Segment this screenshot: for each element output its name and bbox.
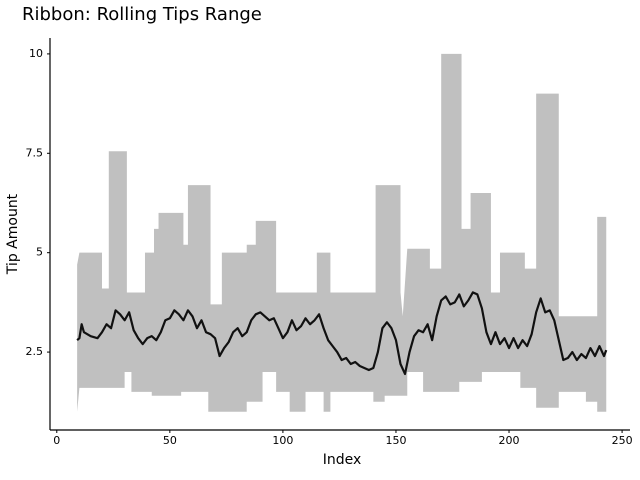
ribbon-band: [77, 53, 607, 412]
x-tick-label: 200: [499, 434, 520, 447]
y-tick-label: 5: [36, 246, 43, 259]
x-axis-label: Index: [323, 452, 362, 468]
x-tick-label: 100: [272, 434, 293, 447]
y-axis-label: Tip Amount: [5, 193, 21, 275]
x-tick-label: 150: [385, 434, 406, 447]
x-tick-label: 250: [612, 434, 633, 447]
mean-line: [76, 291, 608, 376]
y-tick-label: 2.5: [26, 345, 44, 358]
chart-title: Ribbon: Rolling Tips Range: [22, 4, 262, 25]
x-tick-label: 0: [53, 434, 60, 447]
x-tick-label: 50: [163, 434, 177, 447]
y-tick-label: 10: [29, 47, 43, 60]
y-tick-label: 7.5: [26, 146, 44, 159]
